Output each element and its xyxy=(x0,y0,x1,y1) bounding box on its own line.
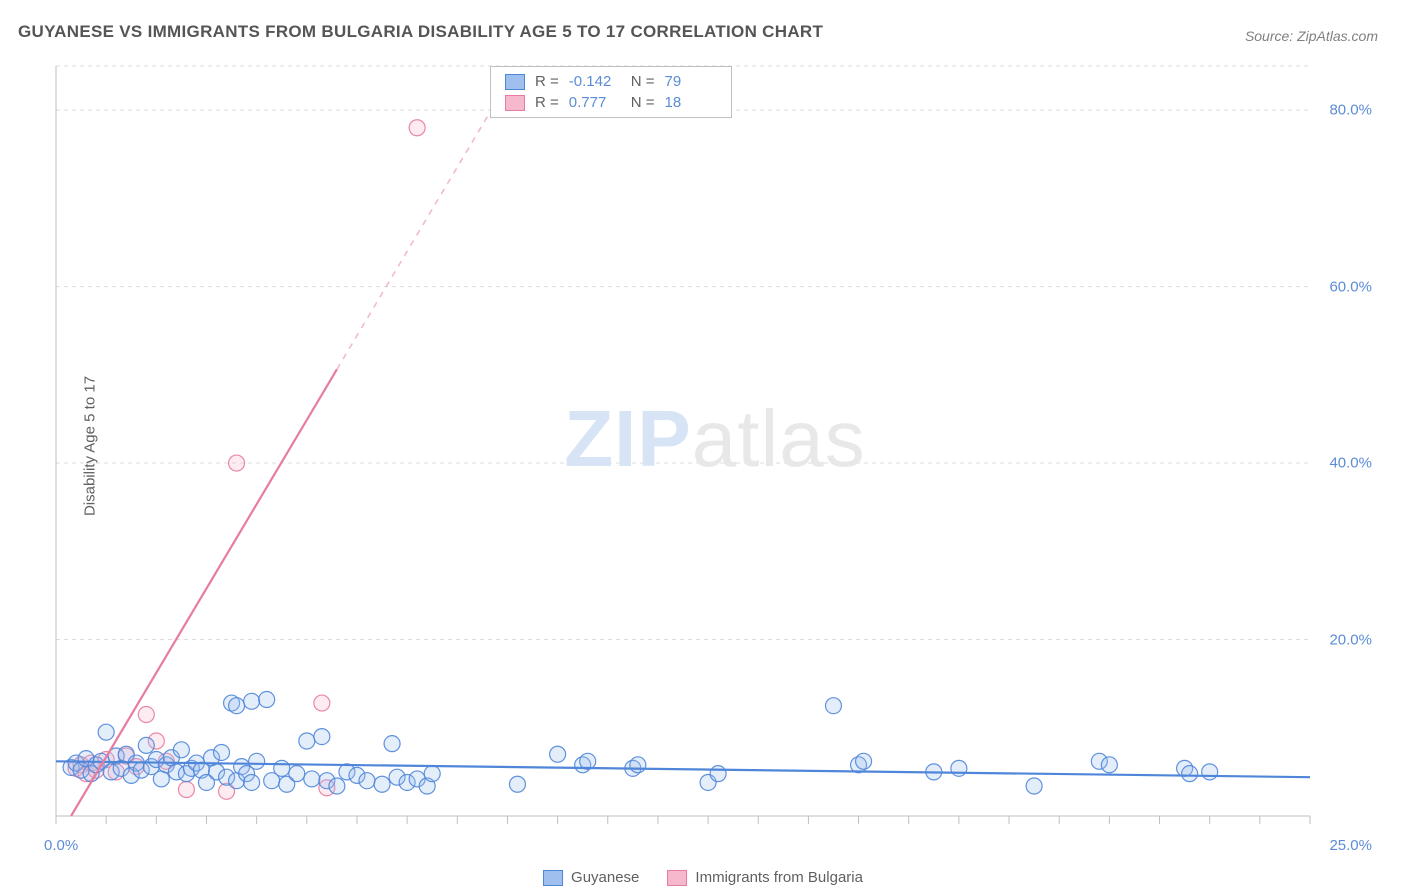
r-value-guyanese: -0.142 xyxy=(569,73,621,90)
chart-title: GUYANESE VS IMMIGRANTS FROM BULGARIA DIS… xyxy=(18,22,823,42)
x-tick-max: 25.0% xyxy=(1329,837,1372,854)
n-label: N = xyxy=(631,94,655,111)
legend-swatch-bulgaria xyxy=(667,870,687,886)
y-tick-label: 80.0% xyxy=(1329,102,1372,119)
legend-label-bulgaria: Immigrants from Bulgaria xyxy=(695,869,863,886)
legend-item-guyanese: Guyanese xyxy=(543,869,639,886)
r-label: R = xyxy=(535,94,559,111)
scatter-chart-svg xyxy=(50,60,1380,850)
y-tick-label: 20.0% xyxy=(1329,631,1372,648)
n-value-bulgaria: 18 xyxy=(665,94,717,111)
n-label: N = xyxy=(631,73,655,90)
stats-row-guyanese: R = -0.142 N = 79 xyxy=(491,71,731,92)
stats-legend-box: R = -0.142 N = 79 R = 0.777 N = 18 xyxy=(490,66,732,118)
r-value-bulgaria: 0.777 xyxy=(569,94,621,111)
n-value-guyanese: 79 xyxy=(665,73,717,90)
bottom-legend: Guyanese Immigrants from Bulgaria xyxy=(543,869,863,886)
swatch-bulgaria xyxy=(505,95,525,111)
legend-item-bulgaria: Immigrants from Bulgaria xyxy=(667,869,863,886)
r-label: R = xyxy=(535,73,559,90)
legend-label-guyanese: Guyanese xyxy=(571,869,639,886)
swatch-guyanese xyxy=(505,74,525,90)
y-tick-label: 40.0% xyxy=(1329,455,1372,472)
source-credit: Source: ZipAtlas.com xyxy=(1245,28,1378,44)
x-tick-min: 0.0% xyxy=(44,837,78,854)
chart-area: ZIPatlas R = -0.142 N = 79 R = 0.777 N =… xyxy=(50,60,1380,850)
legend-swatch-guyanese xyxy=(543,870,563,886)
y-tick-label: 60.0% xyxy=(1329,278,1372,295)
stats-row-bulgaria: R = 0.777 N = 18 xyxy=(491,92,731,113)
